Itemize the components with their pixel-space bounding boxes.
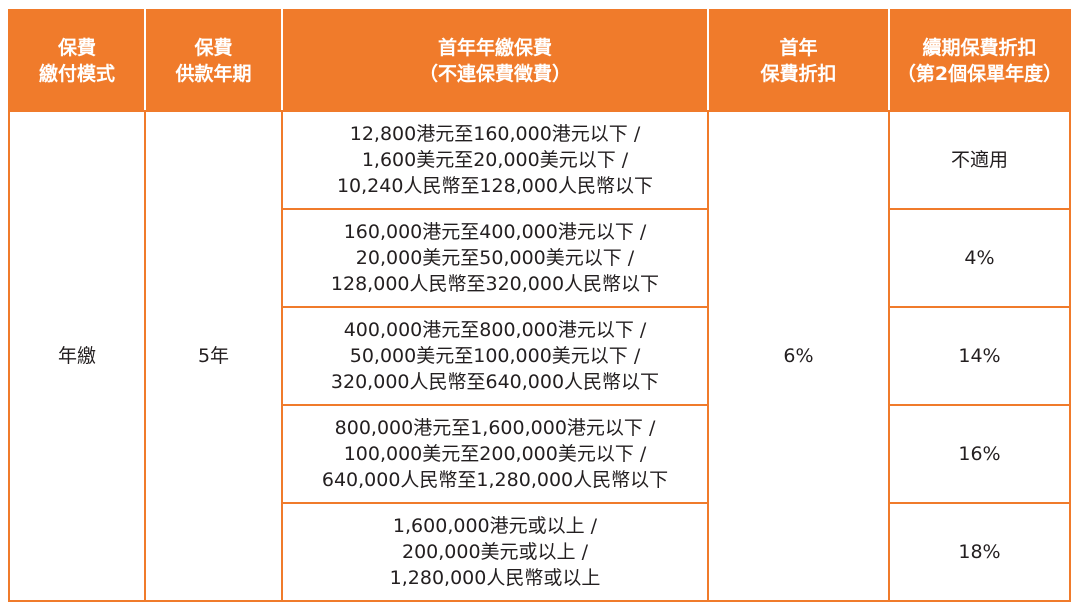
- premium-range-cell: 800,000港元至1,600,000港元以下 / 100,000美元至200,…: [281, 404, 709, 504]
- premium-range-cell: 400,000港元至800,000港元以下 / 50,000美元至100,000…: [281, 306, 709, 406]
- header-first-year-premium: 首年年繳保費 （不連保費徵費）: [281, 9, 709, 112]
- premium-usd: 20,000美元至50,000美元以下 /: [355, 247, 635, 269]
- header-payment-term: 保費 供款年期: [144, 9, 283, 112]
- premium-usd: 50,000美元至100,000美元以下 /: [349, 345, 641, 367]
- premium-hkd: 1,600,000港元或以上 /: [392, 515, 598, 537]
- header-payment-mode-line2: 繳付模式: [38, 62, 115, 85]
- table-row: 年繳 5年 12,800港元至160,000港元以下 / 1,600美元至20,…: [8, 110, 1071, 602]
- table-row: 400,000港元至800,000港元以下 / 50,000美元至100,000…: [9, 306, 1071, 406]
- renewal-discount-cell: 18%: [888, 502, 1071, 602]
- header-renewal-discount: 續期保費折扣 （第2個保單年度）: [888, 9, 1071, 112]
- table-header-row: 保費 繳付模式 保費 供款年期 首年年繳保費 （不連保費徵費） 首年 保費折扣 …: [8, 9, 1071, 112]
- header-first-year-premium-line2: （不連保費徵費）: [418, 62, 571, 85]
- premium-usd: 100,000美元至200,000美元以下 /: [343, 443, 647, 465]
- table-row: 160,000港元至400,000港元以下 / 20,000美元至50,000美…: [9, 208, 1071, 308]
- premium-range-cell: 160,000港元至400,000港元以下 / 20,000美元至50,000美…: [281, 208, 709, 308]
- premium-hkd: 400,000港元至800,000港元以下 /: [343, 319, 647, 341]
- header-first-year-premium-line1: 首年年繳保費: [437, 36, 552, 59]
- premium-hkd: 12,800港元至160,000港元以下 /: [349, 123, 641, 145]
- premium-hkd: 160,000港元至400,000港元以下 /: [343, 221, 647, 243]
- payment-mode-cell: 年繳: [8, 110, 146, 602]
- premium-discount-table: 保費 繳付模式 保費 供款年期 首年年繳保費 （不連保費徵費） 首年 保費折扣 …: [8, 9, 1071, 602]
- premium-rmb: 128,000人民幣至320,000人民幣以下: [330, 273, 660, 295]
- header-payment-term-line2: 供款年期: [175, 62, 252, 85]
- premium-rmb: 10,240人民幣至128,000人民幣以下: [336, 175, 654, 197]
- header-first-year-discount-line2: 保費折扣: [760, 62, 837, 85]
- premium-usd: 1,600美元至20,000美元以下 /: [361, 149, 629, 171]
- table-row: 1,600,000港元或以上 / 200,000美元或以上 / 1,280,00…: [9, 502, 1071, 602]
- header-payment-term-line1: 保費: [194, 36, 233, 59]
- table-row: 800,000港元至1,600,000港元以下 / 100,000美元至200,…: [9, 404, 1071, 504]
- renewal-discount-cell: 4%: [888, 208, 1071, 308]
- premium-range-cell: 1,600,000港元或以上 / 200,000美元或以上 / 1,280,00…: [281, 502, 709, 602]
- renewal-discount-cell: 16%: [888, 404, 1071, 504]
- header-payment-mode: 保費 繳付模式: [8, 9, 146, 112]
- premium-rmb: 640,000人民幣至1,280,000人民幣以下: [321, 469, 669, 491]
- header-renewal-discount-line1: 續期保費折扣: [922, 36, 1037, 59]
- premium-discount-table-container: 保費 繳付模式 保費 供款年期 首年年繳保費 （不連保費徵費） 首年 保費折扣 …: [8, 9, 1071, 602]
- header-first-year-discount: 首年 保費折扣: [707, 9, 890, 112]
- premium-rmb: 320,000人民幣至640,000人民幣以下: [330, 371, 660, 393]
- renewal-discount-cell: 14%: [888, 306, 1071, 406]
- premium-usd: 200,000美元或以上 /: [401, 541, 588, 563]
- premium-range-cell: 12,800港元至160,000港元以下 / 1,600美元至20,000美元以…: [281, 110, 709, 210]
- premium-hkd: 800,000港元至1,600,000港元以下 /: [334, 417, 656, 439]
- renewal-discount-cell: 不適用: [888, 110, 1071, 210]
- first-year-discount-cell: 6%: [707, 110, 890, 602]
- header-payment-mode-line1: 保費: [57, 36, 96, 59]
- payment-term-cell: 5年: [144, 110, 283, 602]
- header-first-year-discount-line1: 首年: [779, 36, 818, 59]
- premium-rmb: 1,280,000人民幣或以上: [389, 567, 601, 589]
- header-renewal-discount-line2: （第2個保單年度）: [896, 62, 1063, 85]
